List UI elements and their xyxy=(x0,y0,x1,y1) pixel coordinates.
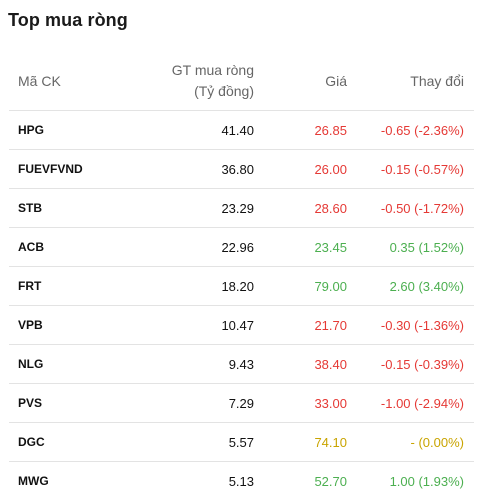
table-row[interactable]: VPB 10.47 21.70 -0.30 (-1.36%) xyxy=(9,306,474,345)
header-net-buy-line1: GT mua ròng xyxy=(171,62,254,78)
table-row[interactable]: FUEVFVND 36.80 26.00 -0.15 (-0.57%) xyxy=(9,150,474,189)
table-row[interactable]: STB 23.29 28.60 -0.50 (-1.72%) xyxy=(9,189,474,228)
row-change: - (0.00%) xyxy=(410,435,464,450)
row-price: 74.10 xyxy=(314,435,347,450)
row-price: 52.70 xyxy=(314,474,347,489)
row-net-buy: 10.47 xyxy=(221,318,254,333)
row-net-buy: 36.80 xyxy=(221,162,254,177)
row-symbol[interactable]: VPB xyxy=(18,318,43,332)
row-change: -1.00 (-2.94%) xyxy=(380,396,464,411)
row-price: 79.00 xyxy=(314,279,347,294)
row-change: 1.00 (1.93%) xyxy=(389,474,464,489)
row-price: 28.60 xyxy=(314,201,347,216)
row-net-buy: 9.43 xyxy=(228,357,254,372)
header-change: Thay đổi xyxy=(410,73,464,89)
header-net-buy-line2: (Tỷ đồng) xyxy=(194,83,254,99)
header-net-buy-value: GT mua ròng (Tỷ đồng) xyxy=(172,60,254,102)
widget-title: Top mua ròng xyxy=(8,10,128,30)
row-symbol[interactable]: FRT xyxy=(18,279,42,293)
row-symbol[interactable]: NLG xyxy=(18,357,44,371)
table-row[interactable]: MWG 5.13 52.70 1.00 (1.93%) xyxy=(9,462,474,500)
row-symbol[interactable]: FUEVFVND xyxy=(18,162,83,176)
row-price: 26.00 xyxy=(314,162,347,177)
row-net-buy: 5.57 xyxy=(228,435,254,450)
table-body: HPG 41.40 26.85 -0.65 (-2.36%) FUEVFVND … xyxy=(9,111,474,500)
row-change: -0.50 (-1.72%) xyxy=(380,201,464,216)
table-header: Mã CK GT mua ròng (Tỷ đồng) Giá Thay đổi xyxy=(9,56,474,111)
table-row[interactable]: PVS 7.29 33.00 -1.00 (-2.94%) xyxy=(9,384,474,423)
row-change: -0.30 (-1.36%) xyxy=(380,318,464,333)
table-row[interactable]: ACB 22.96 23.45 0.35 (1.52%) xyxy=(9,228,474,267)
row-symbol[interactable]: MWG xyxy=(18,474,49,488)
row-net-buy: 23.29 xyxy=(221,201,254,216)
row-net-buy: 5.13 xyxy=(228,474,254,489)
row-symbol[interactable]: ACB xyxy=(18,240,44,254)
row-change: 2.60 (3.40%) xyxy=(389,279,464,294)
net-buy-table: Mã CK GT mua ròng (Tỷ đồng) Giá Thay đổi… xyxy=(9,56,474,500)
row-price: 21.70 xyxy=(314,318,347,333)
row-price: 33.00 xyxy=(314,396,347,411)
row-price: 26.85 xyxy=(314,123,347,138)
table-row[interactable]: FRT 18.20 79.00 2.60 (3.40%) xyxy=(9,267,474,306)
row-net-buy: 41.40 xyxy=(221,123,254,138)
row-symbol[interactable]: HPG xyxy=(18,123,45,137)
header-symbol: Mã CK xyxy=(18,73,61,89)
table-row[interactable]: HPG 41.40 26.85 -0.65 (-2.36%) xyxy=(9,111,474,150)
header-price: Giá xyxy=(325,73,347,89)
row-price: 23.45 xyxy=(314,240,347,255)
row-change: -0.15 (-0.57%) xyxy=(380,162,464,177)
row-change: 0.35 (1.52%) xyxy=(389,240,464,255)
row-symbol[interactable]: STB xyxy=(18,201,42,215)
row-symbol[interactable]: DGC xyxy=(18,435,45,449)
row-symbol[interactable]: PVS xyxy=(18,396,43,410)
row-net-buy: 18.20 xyxy=(221,279,254,294)
row-net-buy: 7.29 xyxy=(228,396,254,411)
row-price: 38.40 xyxy=(314,357,347,372)
table-row[interactable]: DGC 5.57 74.10 - (0.00%) xyxy=(9,423,474,462)
row-change: -0.15 (-0.39%) xyxy=(380,357,464,372)
row-net-buy: 22.96 xyxy=(221,240,254,255)
table-row[interactable]: NLG 9.43 38.40 -0.15 (-0.39%) xyxy=(9,345,474,384)
row-change: -0.65 (-2.36%) xyxy=(380,123,464,138)
